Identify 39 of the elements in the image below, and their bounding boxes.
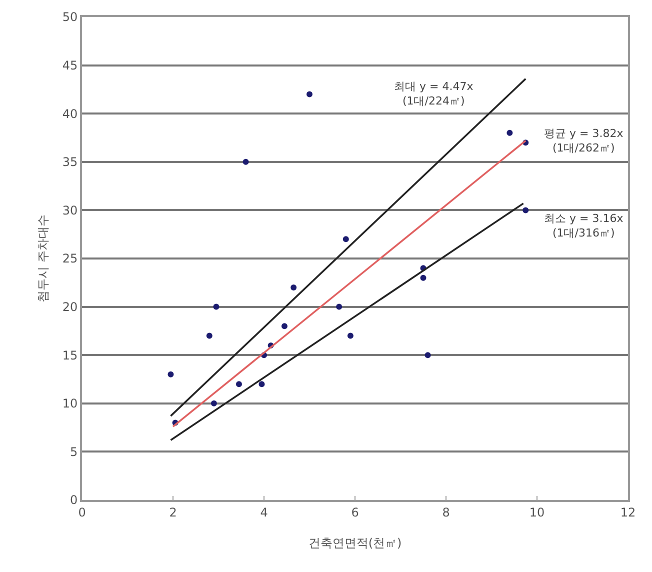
y-tick-label: 40 xyxy=(62,106,78,121)
point xyxy=(347,332,354,339)
y-tick-label: 30 xyxy=(62,203,78,218)
point xyxy=(206,332,212,339)
x-tick-label: 8 xyxy=(442,505,450,520)
y-tick-label: 15 xyxy=(62,348,78,362)
y-tick-label: 20 xyxy=(62,300,78,314)
y-tick-label: 0 xyxy=(70,493,78,508)
annotation: 평균 y = 3.82x (1대/262㎡) xyxy=(544,127,624,154)
x-tick-label: 12 xyxy=(620,505,636,520)
point xyxy=(506,130,513,136)
y-axis-title: 첨두시 주차대수 xyxy=(36,214,50,302)
point xyxy=(306,91,312,98)
annotation: 최소 y = 3.16x (1대/316㎡) xyxy=(544,212,624,240)
x-tick-label: 10 xyxy=(529,505,545,520)
point xyxy=(420,274,426,281)
y-tick-label: 5 xyxy=(70,444,78,459)
point xyxy=(236,381,242,388)
y-tick-label: 35 xyxy=(62,155,78,170)
y-tick-label: 10 xyxy=(62,396,78,411)
x-tick-label: 2 xyxy=(169,505,177,520)
point xyxy=(258,381,265,388)
y-tick-label: 25 xyxy=(62,252,78,266)
point xyxy=(522,207,529,214)
y-tick-label: 45 xyxy=(62,58,78,72)
point xyxy=(342,236,349,242)
point xyxy=(424,352,431,358)
point xyxy=(213,304,220,310)
y-tick-label: 50 xyxy=(62,10,78,24)
point xyxy=(242,158,249,165)
point xyxy=(281,323,288,330)
point xyxy=(336,304,342,310)
annotation: 최대 y = 4.47x (1대/224㎡) xyxy=(394,80,474,108)
point xyxy=(210,400,217,406)
x-tick-label: 4 xyxy=(260,505,268,520)
point xyxy=(290,284,297,290)
point xyxy=(168,371,174,378)
x-axis-title: 건축연면적(천㎡) xyxy=(308,536,402,550)
x-tick-label: 6 xyxy=(351,505,359,520)
